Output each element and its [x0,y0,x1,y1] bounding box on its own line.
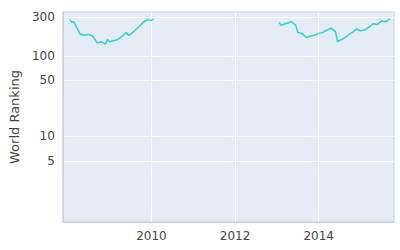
svg-text:2010: 2010 [136,229,167,243]
svg-text:50: 50 [40,73,55,87]
svg-text:300: 300 [32,10,55,24]
svg-text:5: 5 [47,154,55,168]
svg-text:10: 10 [40,129,55,143]
svg-text:2012: 2012 [220,229,251,243]
svg-text:2014: 2014 [303,229,334,243]
svg-text:100: 100 [32,49,55,63]
svg-text:World Ranking: World Ranking [7,70,22,164]
